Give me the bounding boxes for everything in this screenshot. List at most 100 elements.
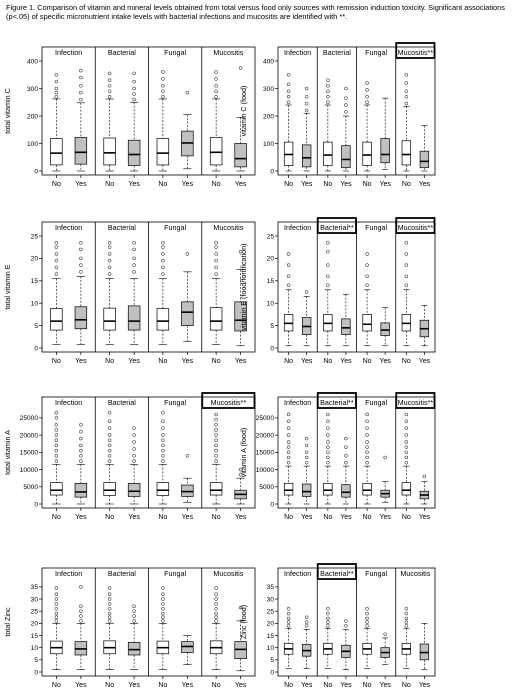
outlier-point: [214, 89, 218, 93]
group-label: Bacterial: [108, 569, 136, 578]
y-tick-label: 200: [27, 113, 38, 120]
outlier-point: [404, 252, 409, 256]
outlier-point: [326, 84, 330, 88]
outlier-point: [54, 73, 59, 77]
outlier-point: [404, 101, 409, 106]
y-tick-label: 400: [263, 58, 274, 65]
outlier-point: [326, 263, 330, 267]
iqr-box: [74, 482, 88, 498]
outlier-point: [326, 78, 330, 82]
outlier-point: [107, 459, 112, 463]
y-tick-label: 5000: [23, 484, 38, 491]
x-tick-label: No: [323, 514, 332, 521]
iqr-box: [380, 322, 390, 336]
box-infection-no: No: [283, 412, 294, 521]
significance-highlight-box: [316, 563, 357, 580]
y-tick-label: 100: [263, 141, 274, 148]
outlier-point: [365, 263, 369, 267]
x-tick-label: No: [402, 682, 411, 689]
outlier-point: [79, 240, 83, 245]
outlier-point: [365, 440, 369, 444]
outlier-point: [304, 108, 309, 113]
outlier-point: [383, 632, 387, 637]
iqr-box: [127, 305, 141, 331]
outlier-point: [107, 611, 112, 616]
x-tick-label: No: [402, 181, 411, 188]
outlier-point: [214, 438, 218, 443]
box-bacterial-no: No: [103, 586, 116, 689]
outlier-point: [185, 454, 190, 458]
box-fungal-yes: Yes: [379, 455, 391, 521]
outlier-point: [286, 607, 291, 611]
outlier-point: [326, 433, 330, 437]
outlier-point: [304, 620, 309, 624]
outlier-point: [79, 614, 83, 618]
outlier-point: [161, 265, 165, 270]
box-fungal-yes: Yes: [181, 454, 194, 521]
panel-7: Infection Bacterial Fungal Mucositis 0 5 10 15 2…: [3, 567, 256, 689]
outlier-point: [107, 426, 112, 430]
group-label: Infection: [55, 569, 82, 578]
outlier-point: [132, 263, 136, 267]
y-tick-label: 0: [270, 669, 274, 676]
box-bacterial-yes: Yes: [340, 293, 352, 365]
outlier-point: [107, 607, 112, 611]
outlier-point: [214, 448, 218, 453]
iqr-box: [323, 141, 333, 166]
y-tick-label: 300: [263, 86, 274, 93]
y-tick-label: 20000: [20, 432, 39, 439]
box-infection-no: No: [50, 586, 63, 689]
iqr-box: [401, 140, 412, 166]
outlier-point: [54, 428, 59, 432]
outlier-point: [286, 252, 291, 256]
outlier-point: [107, 619, 112, 623]
x-tick-label: Yes: [379, 358, 391, 365]
group-label: Bacterial: [108, 398, 136, 407]
outlier-point: [326, 412, 330, 417]
y-tick-label: 25: [31, 608, 39, 615]
outlier-point: [214, 84, 218, 88]
y-tick-label: 10: [31, 301, 39, 308]
x-tick-label: No: [52, 181, 61, 188]
y-tick-label: 25: [267, 608, 275, 615]
outlier-point: [304, 615, 309, 620]
outlier-point: [54, 79, 59, 84]
y-tick-label: 10: [267, 301, 275, 308]
outlier-point: [185, 252, 190, 256]
iqr-box: [50, 138, 63, 166]
x-tick-label: No: [363, 514, 372, 521]
significance-highlight-box: [316, 217, 357, 234]
outlier-point: [161, 240, 165, 245]
y-tick-label: 15: [31, 633, 39, 640]
outlier-point: [365, 624, 369, 628]
x-tick-label: No: [363, 682, 372, 689]
outlier-point: [54, 443, 59, 448]
group-label: Fungal: [164, 48, 186, 57]
outlier-point: [238, 249, 243, 254]
outlier-point: [286, 419, 291, 424]
outlier-point: [214, 258, 218, 263]
outlier-point: [79, 454, 83, 458]
outlier-point: [161, 433, 165, 437]
y-tick-label: 20: [267, 621, 275, 628]
outlier-point: [161, 272, 165, 276]
box-mucositis-no: No: [209, 240, 223, 365]
outlier-point: [107, 272, 112, 276]
outlier-point: [304, 86, 309, 91]
outlier-point: [161, 597, 165, 601]
group-label: Infection: [284, 223, 311, 232]
box-mucositis-yes: Yes: [419, 623, 431, 689]
box-fungal-no: No: [156, 586, 170, 689]
group-label: Fungal: [365, 398, 387, 407]
outlier-point: [286, 82, 291, 87]
group-label: Fungal: [365, 223, 387, 232]
outlier-point: [365, 274, 369, 279]
y-tick-label: 5: [270, 323, 274, 330]
outlier-point: [132, 440, 136, 444]
group-label: Mucositis: [213, 223, 243, 232]
outlier-point: [214, 454, 218, 458]
outlier-point: [132, 71, 136, 76]
outlier-point: [404, 89, 409, 93]
outlier-point: [365, 252, 369, 256]
